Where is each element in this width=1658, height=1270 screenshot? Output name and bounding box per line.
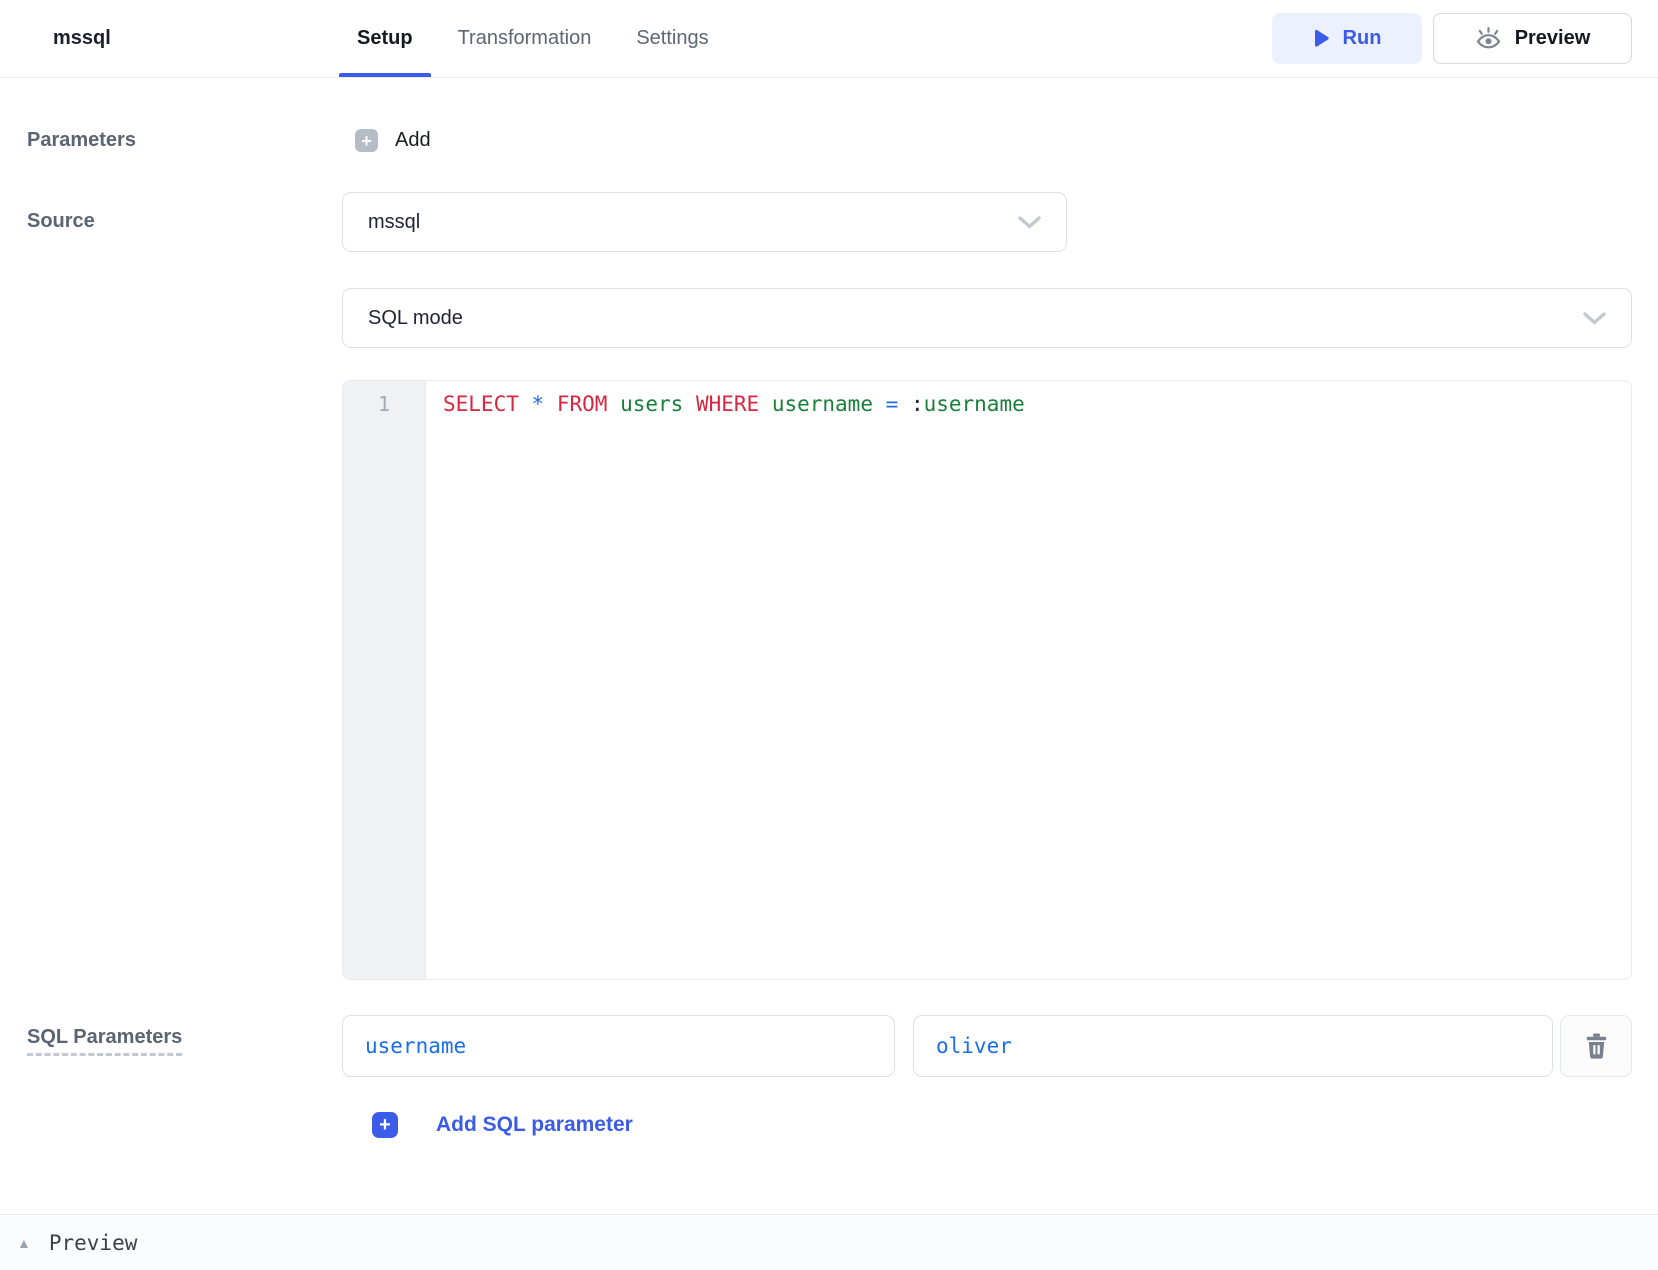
add-parameter-label: Add <box>395 129 431 151</box>
trash-icon <box>1585 1033 1608 1059</box>
tab-setup[interactable]: Setup <box>339 0 431 77</box>
header: mssql Setup Transformation Settings Run <box>0 0 1658 78</box>
tab-transformation[interactable]: Transformation <box>457 26 592 49</box>
editor-gutter: 1 <box>343 381 426 979</box>
preview-panel-label: Preview <box>48 1230 138 1255</box>
sql-mode-select[interactable]: SQL mode <box>342 288 1632 348</box>
plus-icon: + <box>355 129 378 152</box>
source-select[interactable]: mssql <box>342 192 1067 252</box>
chevron-down-icon <box>1583 311 1606 325</box>
parameters-label: Parameters <box>27 129 136 151</box>
run-button-label: Run <box>1342 27 1382 49</box>
query-title: mssql <box>53 26 111 49</box>
add-parameter-button[interactable]: + Add <box>355 129 431 152</box>
tab-bar: Setup Transformation Settings <box>339 0 736 77</box>
preview-query-button[interactable]: Preview <box>1433 13 1632 64</box>
delete-sql-parameter-button[interactable] <box>1560 1015 1632 1077</box>
source-label: Source <box>27 210 95 232</box>
add-sql-parameter-label: Add SQL parameter <box>436 1113 633 1136</box>
line-number: 1 <box>377 392 391 416</box>
sql-parameter-value-input[interactable] <box>913 1015 1553 1077</box>
plus-icon: + <box>372 1112 398 1138</box>
sql-parameters-label: SQL Parameters <box>27 1026 183 1056</box>
sql-code-line[interactable]: SELECT * FROM users WHERE username = :us… <box>443 392 1025 416</box>
sql-mode-select-value: SQL mode <box>368 306 463 329</box>
run-button[interactable]: Run <box>1272 13 1422 64</box>
sql-code-editor[interactable]: 1 SELECT * FROM users WHERE username = :… <box>342 380 1632 980</box>
play-icon <box>1313 29 1330 48</box>
eye-icon <box>1475 26 1502 51</box>
add-sql-parameter-button[interactable]: + Add SQL parameter <box>372 1112 633 1138</box>
preview-button-label: Preview <box>1514 27 1591 49</box>
tab-settings[interactable]: Settings <box>636 26 709 49</box>
chevron-down-icon <box>1018 215 1041 229</box>
sql-parameter-key-input[interactable] <box>342 1015 895 1077</box>
collapse-up-icon: ▲ <box>17 1234 31 1251</box>
source-select-value: mssql <box>368 210 421 233</box>
header-actions: Run Preview <box>1272 13 1632 64</box>
preview-panel-header[interactable]: ▲ Preview <box>0 1214 1658 1270</box>
